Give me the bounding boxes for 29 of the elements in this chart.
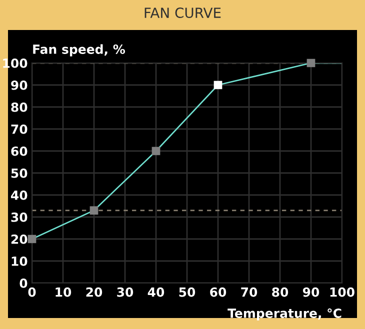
point	[152, 146, 160, 156]
y-tick-label: 30	[11, 212, 28, 222]
x-tick-label: 80	[272, 287, 288, 297]
point	[90, 206, 98, 215]
x-tick-label: 50	[179, 287, 196, 297]
y-tick-label: 80	[11, 102, 28, 112]
y-tick-label: 70	[11, 124, 28, 134]
x-tick-label: 60	[210, 287, 226, 297]
y-tick-label: 0	[20, 278, 28, 288]
y-tick-label: 20	[11, 234, 28, 244]
x-tick-label: 70	[241, 287, 258, 297]
x-tick-label: 100	[330, 287, 354, 297]
x-tick-label: 40	[148, 287, 164, 297]
x-tick-label: 10	[56, 287, 72, 297]
y-tick-label: 40	[11, 190, 28, 200]
y-tick-label: 60	[11, 146, 28, 156]
y-axis-title: Fan speed, %	[33, 44, 126, 56]
y-tick-label: 10	[12, 256, 28, 266]
chart-title: FAN CURVE	[144, 8, 221, 18]
x-tick-label: 30	[117, 287, 134, 297]
x-tick-label: 0	[28, 287, 36, 297]
x-tick-label: 20	[86, 287, 102, 297]
x-tick-label: 90	[302, 287, 320, 297]
point	[306, 58, 316, 68]
y-tick-label: 50	[11, 168, 28, 178]
point	[214, 80, 222, 90]
point	[28, 234, 36, 244]
x-axis-title: Temperature, °C	[228, 308, 342, 320]
y-tick-label: 90	[11, 80, 28, 90]
